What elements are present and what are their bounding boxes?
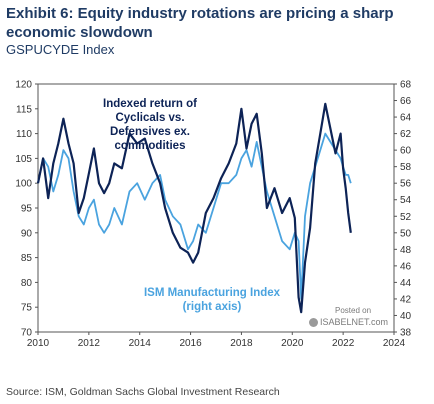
watermark-name: ISABELNET.com (320, 317, 389, 327)
left-tick-label: 95 (21, 204, 33, 215)
watermark-posted: Posted on (335, 306, 372, 315)
x-tick-label: 2016 (179, 338, 202, 349)
annotation-line: (right axis) (183, 301, 242, 313)
chart-title: Exhibit 6: Equity industry rotations are… (6, 5, 394, 41)
annotation-layer: Indexed return of Cyclicals vs. Defensives… (103, 98, 281, 313)
right-tick-label: 50 (400, 228, 412, 239)
left-tick-label: 80 (21, 278, 33, 289)
x-axis-ticks: 2010 2012 2014 2016 2018 2020 2022 2024 (27, 332, 406, 349)
right-tick-label: 60 (400, 146, 412, 157)
left-tick-label: 120 (15, 80, 32, 91)
isabelnet-logo-icon (309, 318, 318, 327)
right-tick-label: 52 (400, 212, 412, 223)
right-tick-label: 64 (400, 113, 412, 124)
left-tick-label: 85 (21, 253, 33, 264)
right-tick-label: 38 (400, 328, 412, 339)
x-tick-label: 2018 (230, 338, 253, 349)
x-tick-label: 2012 (78, 338, 101, 349)
annotation-line: Indexed return of (103, 98, 197, 110)
right-tick-label: 40 (400, 311, 412, 322)
right-tick-label: 54 (400, 195, 412, 206)
annotation-line: Cyclicals vs. (115, 112, 184, 124)
x-tick-label: 2022 (332, 338, 355, 349)
series-layer (36, 102, 352, 314)
right-tick-label: 68 (400, 80, 412, 91)
x-tick-label: 2010 (27, 338, 50, 349)
right-tick-label: 56 (400, 179, 412, 190)
source-note: Source: ISM, Goldman Sachs Global Invest… (6, 386, 280, 398)
line-chart: 70 75 80 85 90 95 100 105 110 115 120 38 40 42 44 46 48… (15, 80, 412, 350)
left-axis-ticks: 70 75 80 85 90 95 100 105 110 115 120 (15, 80, 38, 339)
x-tick-label: 2014 (129, 338, 152, 349)
right-tick-label: 42 (400, 294, 412, 305)
right-tick-label: 44 (400, 278, 412, 289)
x-tick-label: 2020 (281, 338, 304, 349)
right-tick-label: 62 (400, 129, 412, 140)
annotation-line: ISM Manufacturing Index (144, 287, 281, 299)
chart-subtitle: GSPUCYDE Index (6, 42, 115, 57)
ism-annotation: ISM Manufacturing Index (right axis) (144, 287, 281, 313)
left-tick-label: 110 (16, 129, 32, 140)
right-tick-label: 66 (400, 96, 412, 107)
x-tick-label: 2024 (383, 338, 406, 349)
left-tick-label: 90 (21, 228, 33, 239)
left-tick-label: 100 (15, 179, 32, 190)
right-tick-label: 58 (400, 162, 412, 173)
right-tick-label: 46 (400, 261, 412, 272)
annotation-line: commodities (115, 140, 186, 152)
right-axis-ticks: 38 40 42 44 46 48 50 52 54 56 58 60 62 64 66 68 (394, 80, 412, 339)
cyclicals-annotation: Indexed return of Cyclicals vs. Defensives… (103, 98, 197, 152)
left-tick-label: 115 (16, 104, 32, 115)
cyclicals-line (36, 102, 352, 314)
right-tick-label: 48 (400, 245, 412, 256)
annotation-line: Defensives ex. (110, 126, 190, 138)
left-tick-label: 70 (21, 328, 33, 339)
left-tick-label: 75 (21, 303, 33, 314)
left-tick-label: 105 (15, 154, 32, 165)
